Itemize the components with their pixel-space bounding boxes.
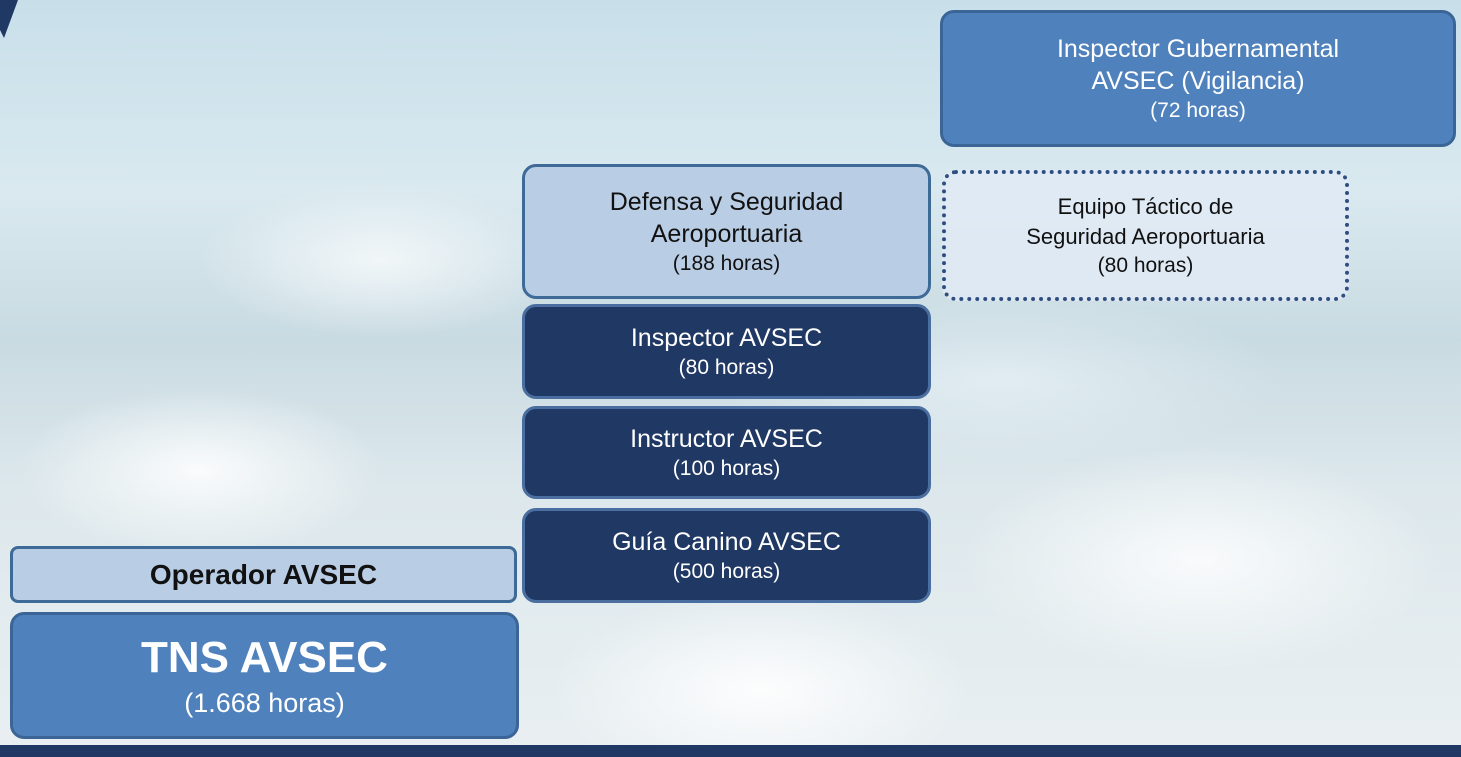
node-label: Defensa y Seguridad: [610, 186, 843, 218]
node-label: AVSEC (Vigilancia): [1091, 65, 1304, 97]
node-label: TNS AVSEC: [141, 631, 388, 685]
slide: Inspector Gubernamental AVSEC (Vigilanci…: [0, 0, 1461, 757]
node-label: Operador AVSEC: [150, 559, 377, 591]
node-hours: (80 horas): [1098, 252, 1194, 280]
node: TNS AVSEC (1.668 horas): [10, 612, 519, 739]
node-label: Seguridad Aeroportuaria: [1026, 222, 1265, 252]
node-label: Equipo Táctico de: [1058, 192, 1234, 222]
node: Guía Canino AVSEC (500 horas): [522, 508, 931, 603]
node-hours: (72 horas): [1150, 97, 1246, 125]
node: Defensa y Seguridad Aeroportuaria (188 h…: [522, 164, 931, 299]
node-hours: (80 horas): [679, 354, 775, 382]
node-hours: (1.668 horas): [184, 685, 345, 721]
node-hours: (100 horas): [673, 455, 780, 483]
node: Operador AVSEC: [10, 546, 517, 603]
node: Equipo Táctico de Seguridad Aeroportuari…: [942, 170, 1349, 301]
node: Inspector Gubernamental AVSEC (Vigilanci…: [940, 10, 1456, 147]
node-label: Inspector AVSEC: [631, 322, 822, 354]
footer-bar: [0, 745, 1461, 757]
node-label: Instructor AVSEC: [630, 423, 823, 455]
node-label: Aeroportuaria: [651, 218, 802, 250]
node: Inspector AVSEC (80 horas): [522, 304, 931, 399]
node-label: Guía Canino AVSEC: [612, 526, 841, 558]
node: Instructor AVSEC (100 horas): [522, 406, 931, 499]
node-hours: (188 horas): [673, 250, 780, 278]
logo: [0, 0, 20, 40]
node-label: Inspector Gubernamental: [1057, 33, 1339, 65]
node-hours: (500 horas): [673, 558, 780, 586]
